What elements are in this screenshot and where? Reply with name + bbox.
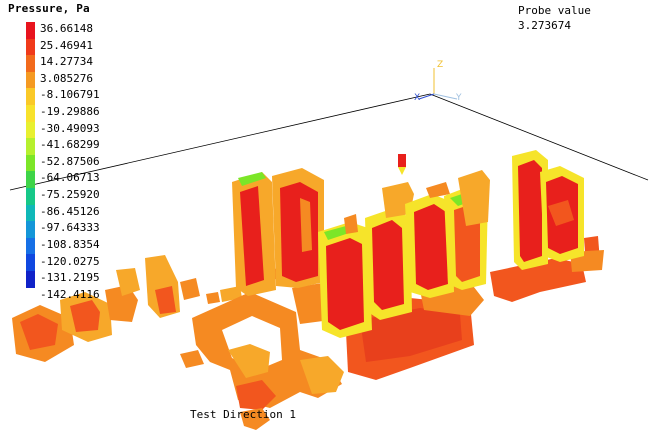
legend-value: 36.66148: [40, 22, 93, 35]
legend-color-bar: [26, 22, 35, 288]
probe-marker-icon[interactable]: [398, 154, 406, 175]
legend-value: -131.2195: [40, 271, 100, 285]
tower-group-3: [512, 150, 584, 270]
legend-value: 25.46941: [40, 38, 93, 52]
legend-value: -8.106791: [40, 88, 100, 102]
legend-value: -120.0275: [40, 254, 100, 268]
legend-value: -30.49093: [40, 121, 100, 135]
legend-swatch: [26, 38, 35, 56]
tower-group-1: [232, 168, 324, 296]
legend-swatch: [26, 204, 35, 222]
legend-labels: 36.66148 25.46941 14.27734 3.085276 -8.10679…: [40, 21, 100, 303]
probe-label: Probe value: [518, 4, 591, 17]
building-cluster-bottom: [180, 350, 344, 394]
legend-swatch: [26, 154, 35, 172]
legend-swatch: [26, 71, 35, 89]
legend-value: -75.25920: [40, 188, 100, 202]
building-low-block: [292, 236, 604, 380]
legend-value: -97.64333: [40, 221, 100, 235]
legend-value: -142.4116: [40, 287, 100, 301]
legend-value: -41.68299: [40, 138, 100, 152]
legend-swatch: [26, 22, 35, 39]
tower-group-2: [318, 170, 490, 338]
legend-swatch: [26, 237, 35, 255]
direction-label: Test Direction 1: [190, 408, 296, 421]
ground-plane: [9, 93, 649, 191]
legend-value: -108.8354: [40, 237, 100, 251]
legend-value: -86.45126: [40, 204, 100, 218]
legend-swatch: [26, 254, 35, 271]
legend-swatch: [26, 138, 35, 155]
legend-swatch: [26, 270, 35, 288]
building-cluster-left: [12, 255, 284, 362]
legend-swatch: [26, 221, 35, 238]
legend-value: 14.27734: [40, 55, 93, 69]
axis-x-label: X: [414, 93, 420, 103]
legend-swatch: [26, 187, 35, 205]
axis-y-label: Y: [455, 93, 462, 103]
axis-z-label: Z: [437, 60, 443, 70]
legend-title: Pressure, Pa: [8, 2, 90, 15]
legend-swatch: [26, 55, 35, 72]
legend-value: -19.29886: [40, 105, 100, 119]
legend-value: -64.06713: [40, 171, 100, 185]
legend-swatch: [26, 171, 35, 188]
legend-swatch: [26, 121, 35, 139]
legend-value: 3.085276: [40, 71, 93, 85]
legend-value: -52.87506: [40, 154, 100, 168]
building-ring: [192, 292, 342, 430]
axis-triad: Z X Y: [414, 60, 462, 103]
probe-value: 3.273674: [518, 19, 571, 32]
legend-swatch: [26, 104, 35, 122]
legend-swatch: [26, 88, 35, 105]
